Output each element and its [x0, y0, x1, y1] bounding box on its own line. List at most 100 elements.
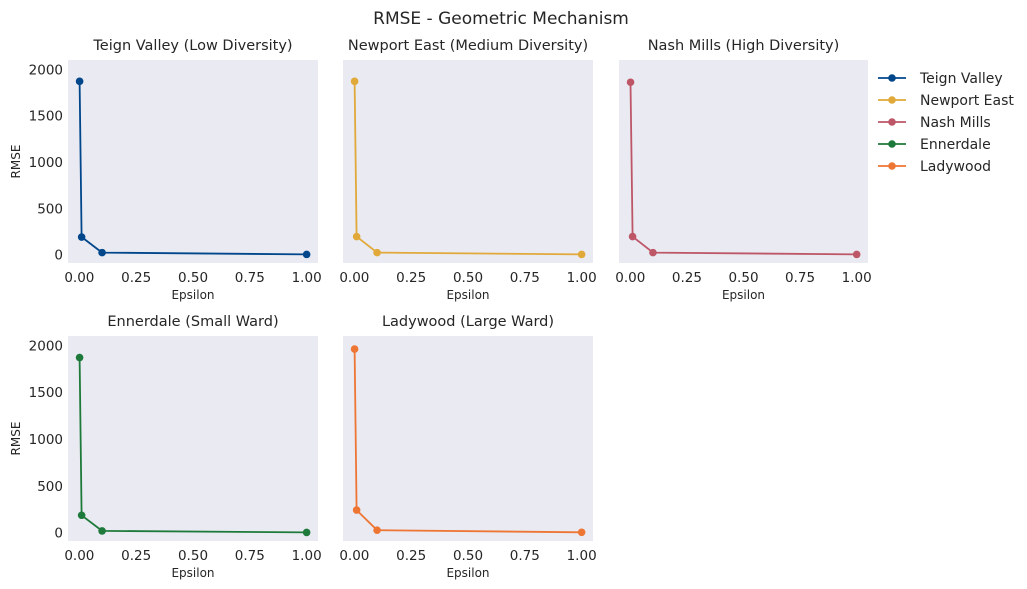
data-point: [98, 527, 106, 535]
y-tick-label: 0: [54, 526, 63, 542]
legend-label: Newport East: [920, 93, 1014, 109]
series-line: [78, 357, 307, 534]
y-tick-label: 0: [54, 248, 63, 264]
legend-label: Teign Valley: [919, 71, 1003, 87]
plot-area: [343, 336, 593, 541]
x-tick-label: 0.25: [672, 270, 702, 286]
y-tick-label: 1000: [29, 432, 63, 448]
x-tick-label: 0.75: [510, 270, 540, 286]
x-tick-label: 0.25: [396, 548, 426, 564]
x-axis-label: Epsilon: [722, 288, 765, 302]
legend-marker: [888, 118, 896, 126]
legend-label: Ennerdale: [920, 137, 991, 153]
legend-label: Ladywood: [920, 159, 991, 175]
legend-marker: [888, 96, 896, 104]
x-tick-label: 1.00: [567, 548, 597, 564]
data-point: [649, 248, 657, 257]
legend: Teign Valley Newport East Nash Mills Ennerd…: [878, 71, 1014, 175]
x-tick-label: 0.75: [235, 548, 265, 564]
data-point: [302, 528, 311, 537]
x-tick-label: 0.00: [339, 548, 369, 564]
x-axis-label: Epsilon: [446, 288, 489, 302]
y-tick-label: 1500: [29, 385, 63, 401]
x-tick-label: 0.00: [339, 270, 369, 286]
data-point: [628, 232, 637, 241]
subplot-3: Nash Mills (High Diversity) 0.00 0.25 0.50 0…: [615, 38, 871, 302]
subplot-1: Teign Valley (Low Diversity) 0.00 0.25 0.50…: [9, 38, 322, 302]
legend-marker: [888, 140, 896, 148]
plot-area: [343, 60, 593, 263]
plot-area: [68, 336, 318, 541]
data-point: [373, 526, 381, 535]
data-point: [302, 250, 311, 259]
x-tick-label: 1.00: [292, 548, 322, 564]
legend-label: Nash Mills: [920, 115, 991, 131]
x-tick-label: 0.50: [178, 270, 208, 286]
y-tick-label: 500: [37, 479, 63, 495]
x-tick-label: 1.00: [292, 270, 322, 286]
subplot-4: Ennerdale (Small Ward) 0.00 0.25 0.50 0.75 1.…: [9, 314, 322, 580]
data-point: [352, 506, 361, 514]
legend-item: Teign Valley: [878, 71, 1003, 87]
x-tick-label: 0.00: [64, 548, 94, 564]
x-tick-label: 0.75: [510, 548, 540, 564]
subplot-title: Ladywood (Large Ward): [382, 314, 554, 330]
x-axis-label: Epsilon: [171, 566, 214, 580]
data-point: [852, 250, 861, 259]
series-line: [353, 349, 582, 534]
x-axis-label: Epsilon: [171, 288, 214, 302]
x-tick-label: 0.25: [121, 548, 151, 564]
x-axis-label: Epsilon: [446, 566, 489, 580]
plot-area: [68, 60, 318, 263]
x-tick-label: 0.50: [178, 548, 208, 564]
legend-item: Ladywood: [878, 159, 991, 175]
data-point: [75, 77, 84, 86]
series-line: [78, 81, 307, 256]
data-point: [373, 248, 381, 257]
x-tick-label: 0.00: [615, 270, 645, 286]
subplot-title: Teign Valley (Low Diversity): [92, 38, 292, 54]
y-tick-label: 2000: [29, 338, 63, 354]
subplot-title: Newport East (Medium Diversity): [348, 38, 588, 54]
legend-item: Ennerdale: [878, 137, 991, 153]
data-point: [577, 528, 586, 537]
x-tick-label: 0.25: [396, 270, 426, 286]
subplots: Teign Valley (Low Diversity) 0.00 0.25 0.50…: [9, 38, 872, 580]
data-point: [98, 248, 106, 257]
x-tick-label: 0.50: [453, 270, 483, 286]
y-tick-label: 2000: [29, 62, 63, 78]
legend-item: Nash Mills: [878, 115, 991, 131]
subplot-5: Ladywood (Large Ward) 0.00 0.25 0.50 0.75 1.0…: [339, 314, 596, 580]
data-point: [626, 78, 635, 87]
y-tick-label: 500: [37, 201, 63, 217]
x-tick-label: 0.50: [453, 548, 483, 564]
plot-area: [619, 60, 868, 263]
y-tick-label: 1500: [29, 109, 63, 125]
data-point: [77, 511, 86, 520]
subplot-title: Nash Mills (High Diversity): [648, 38, 840, 54]
x-tick-label: 0.75: [235, 270, 265, 286]
subplot-title: Ennerdale (Small Ward): [107, 314, 278, 330]
legend-item: Newport East: [878, 93, 1014, 109]
legend-marker: [888, 162, 896, 170]
series-line: [629, 82, 857, 256]
y-axis-label: RMSE: [9, 422, 23, 456]
data-point: [577, 250, 586, 259]
legend-marker: [888, 74, 896, 82]
x-tick-label: 0.25: [121, 270, 151, 286]
data-point: [350, 345, 359, 353]
series-line: [353, 81, 582, 256]
figure-title: RMSE - Geometric Mechanism: [373, 9, 629, 29]
y-tick-label: 1000: [29, 155, 63, 171]
data-point: [352, 232, 361, 241]
subplot-2: Newport East (Medium Diversity) 0.00 0.25 0…: [339, 38, 596, 302]
y-axis-label: RMSE: [9, 145, 23, 179]
x-tick-label: 1.00: [842, 270, 872, 286]
data-point: [350, 77, 359, 86]
data-point: [75, 353, 84, 362]
x-tick-label: 0.75: [785, 270, 815, 286]
x-tick-label: 1.00: [567, 270, 597, 286]
x-tick-label: 0.50: [728, 270, 758, 286]
data-point: [77, 233, 86, 241]
